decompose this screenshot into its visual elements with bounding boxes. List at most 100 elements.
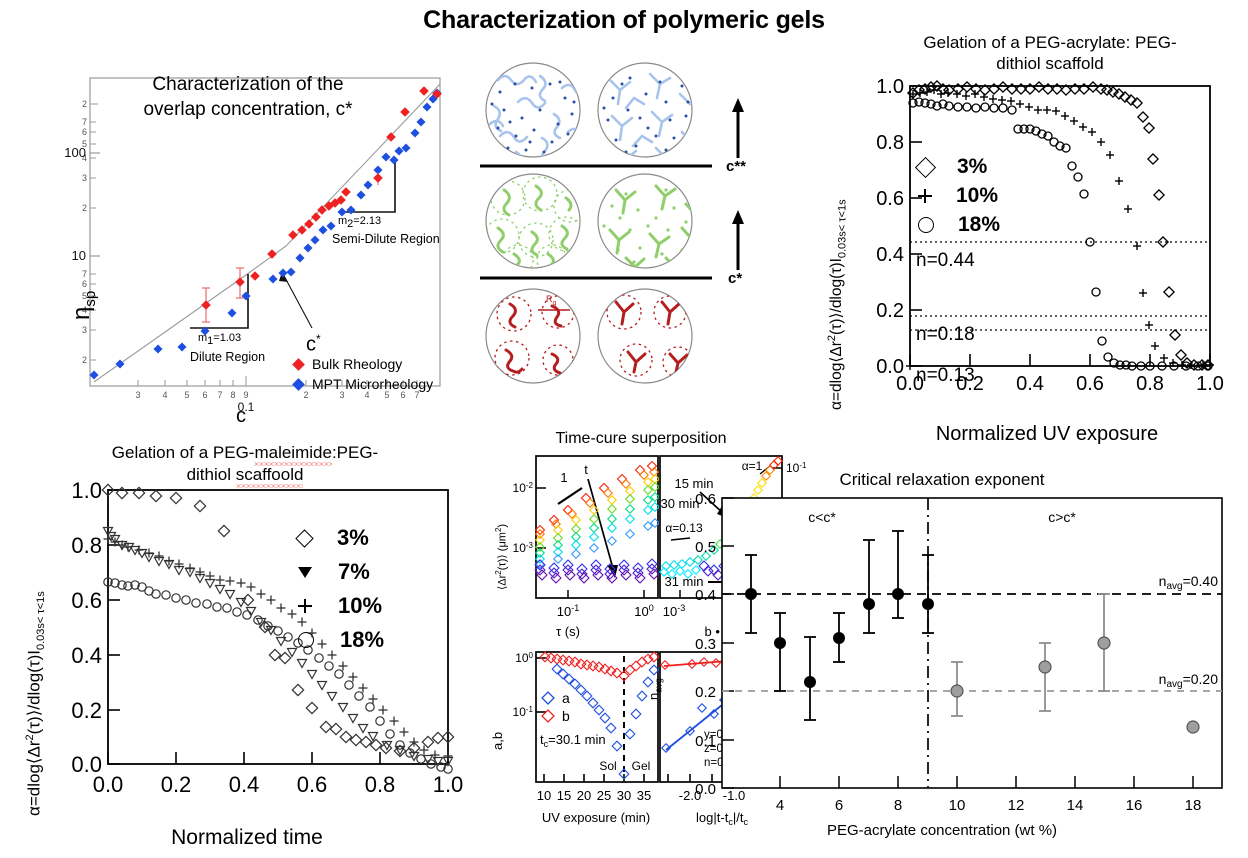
slope-label-m1: m1=1.03 <box>198 332 242 348</box>
svg-text:30 min: 30 min <box>660 496 699 511</box>
y-tick-10: 10 <box>72 248 86 263</box>
legend-marker-diamond-3pct <box>295 528 314 548</box>
svg-text:c>c*: c>c* <box>1048 509 1076 525</box>
svg-text:5: 5 <box>184 390 189 400</box>
legend-label-18pct: 18% <box>958 213 1001 236</box>
maleimide-title-line1: Gelation of a PEG-maleimide:PEG- <box>70 442 420 464</box>
svg-text:4: 4 <box>82 153 87 163</box>
overlap-title-line1: Characterization of the <box>152 74 344 95</box>
maleimide-legend: 3% 7% 10% 18% <box>295 525 384 653</box>
svg-text:UV exposure (min): UV exposure (min) <box>542 810 650 825</box>
svg-text:4: 4 <box>162 390 167 400</box>
overlap-title-line2: overlap concentration, c* <box>143 99 353 120</box>
svg-text:tc=30.1 min: tc=30.1 min <box>540 732 606 749</box>
svg-text:0.2: 0.2 <box>71 698 102 723</box>
tcs-title: Time-cure superposition <box>555 430 727 447</box>
svg-text:16: 16 <box>1126 797 1143 814</box>
y-tick-100: 100 <box>64 145 86 160</box>
svg-text:0.0: 0.0 <box>71 752 102 777</box>
svg-text:3: 3 <box>339 390 344 400</box>
legend-label-7pct: 7% <box>338 559 370 584</box>
maleimide-series-10pct <box>103 534 453 761</box>
legend-label-3pct: 3% <box>337 525 369 550</box>
svg-text:t: t <box>584 462 588 477</box>
svg-text:0.6: 0.6 <box>71 588 102 613</box>
nexp-markers-below-cstar <box>745 588 934 688</box>
svg-text:0.1: 0.1 <box>695 733 716 750</box>
region-label-dilute: Dilute Region <box>190 350 266 364</box>
svg-text:5: 5 <box>384 390 389 400</box>
svg-text:7: 7 <box>217 390 222 400</box>
schematic-label-rg: Rg <box>546 294 557 307</box>
svg-text:10: 10 <box>949 797 966 814</box>
misspelled-maleimide: maleimide <box>254 443 332 466</box>
acrylate-hline-label-n044: n=0.44 <box>916 250 975 271</box>
acrylate-title: Gelation of a PEG-acrylate: PEG- dithiol… <box>890 32 1210 74</box>
legend-label-10pct: 10% <box>956 184 999 207</box>
schematic-circle-semi-branched <box>597 173 693 269</box>
svg-text:0.5: 0.5 <box>695 539 716 556</box>
svg-text:0.2: 0.2 <box>161 772 192 797</box>
svg-text:0.8: 0.8 <box>876 132 904 154</box>
overlap-ylabel: ηsp <box>68 290 99 320</box>
svg-text:4: 4 <box>82 305 87 315</box>
acrylate-title-line1: Gelation of a PEG-acrylate: PEG- <box>923 33 1177 52</box>
acrylate-plot-svg: 1.0 0.8 0.6 0.4 0.2 0.0 0.0 0.2 0.4 0.6 0.8 1.0 <box>876 76 1224 395</box>
svg-text:1.0: 1.0 <box>71 482 102 503</box>
svg-text:8: 8 <box>894 797 902 814</box>
legend-marker-circle-18pct <box>918 217 934 233</box>
svg-text:0.3: 0.3 <box>695 636 716 653</box>
svg-text:0.4: 0.4 <box>71 643 102 668</box>
panel-critical-relaxation-exponent: Critical relaxation exponent navg 0.6 0.5… <box>622 470 1248 858</box>
page-title: Characterization of polymeric gels <box>423 6 825 34</box>
legend-marker-mpt-microrheology <box>292 377 305 391</box>
svg-text:0.2: 0.2 <box>876 300 904 322</box>
svg-text:1.0: 1.0 <box>433 772 464 797</box>
svg-text:0.0: 0.0 <box>695 781 716 798</box>
overlap-plot-title: Characterization of the overlap concentr… <box>98 72 398 122</box>
legend-label-bulk-rheology: Bulk Rheology <box>312 356 403 372</box>
svg-text:Gel: Gel <box>632 759 651 773</box>
acrylate-series-10pct <box>906 86 1214 370</box>
overlap-legend: Bulk Rheology MPT Microrheology <box>292 332 434 392</box>
svg-text:0.4: 0.4 <box>695 587 716 604</box>
svg-text:6: 6 <box>835 797 843 814</box>
nexp-title: Critical relaxation exponent <box>839 470 1045 489</box>
svg-text:0.2: 0.2 <box>956 373 984 395</box>
legend-marker-plus-10pct <box>298 599 312 613</box>
svg-text:2: 2 <box>82 99 87 109</box>
svg-text:2: 2 <box>82 355 87 365</box>
maleimide-plot-svg: 1.0 0.8 0.6 0.4 0.2 0.0 0.0 0.2 0.4 0.6 0.8 1.0 <box>71 482 464 797</box>
legend-marker-triangle-down-7pct <box>298 566 312 578</box>
acrylate-series-18pct <box>908 97 1213 371</box>
maleimide-title-line2: dithiol scaffoold <box>70 464 420 486</box>
tcs-series-a <box>551 663 660 780</box>
svg-text:18: 18 <box>1185 797 1202 814</box>
svg-text:0.0: 0.0 <box>896 373 924 395</box>
svg-text:10-1: 10-1 <box>557 603 579 619</box>
svg-text:0.4: 0.4 <box>876 244 904 266</box>
legend-marker-circle-18pct <box>298 632 314 648</box>
slope-label-m2: m2=2.13 <box>338 215 382 231</box>
svg-text:7: 7 <box>82 269 87 279</box>
svg-text:7: 7 <box>414 390 419 400</box>
svg-text:3: 3 <box>135 390 140 400</box>
legend-label-10pct: 10% <box>338 593 383 618</box>
svg-text:1.0: 1.0 <box>876 76 904 98</box>
acrylate-hline-label-n013: n=0.13 <box>916 365 975 386</box>
svg-text:4: 4 <box>776 797 784 814</box>
svg-text:c<c*: c<c* <box>808 509 836 525</box>
legend-label-mpt-microrheology: MPT Microrheology <box>312 376 434 392</box>
svg-text:20: 20 <box>577 788 591 803</box>
svg-text:12: 12 <box>1008 797 1025 814</box>
svg-text:15 min: 15 min <box>674 476 713 491</box>
svg-text:35: 35 <box>637 788 651 803</box>
svg-text:10-2: 10-2 <box>513 481 534 495</box>
svg-text:0.6: 0.6 <box>876 188 904 210</box>
legend-marker-diamond-3pct <box>914 156 937 178</box>
svg-text:9: 9 <box>243 390 248 400</box>
svg-text:0.2: 0.2 <box>695 684 716 701</box>
svg-text:30: 30 <box>617 788 631 803</box>
legend-marker-plus-10pct <box>918 189 932 203</box>
